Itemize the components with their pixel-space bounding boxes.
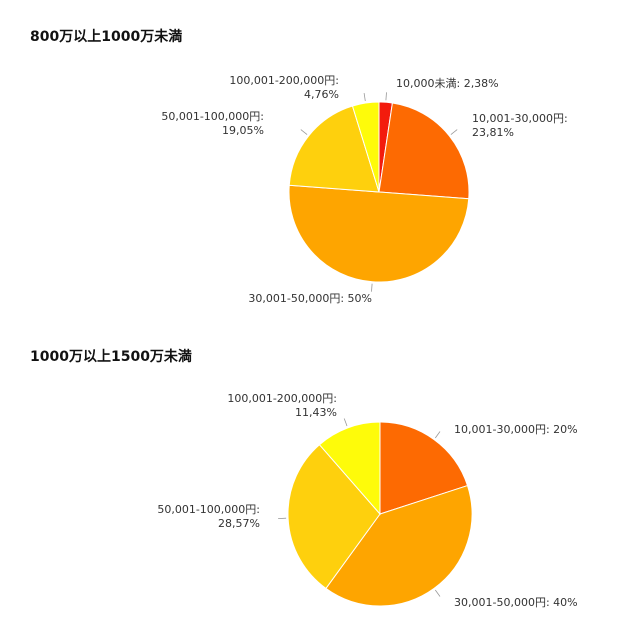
leader-line [343, 418, 348, 427]
slice-label: 100,001-200,000円: 11,43% [227, 392, 337, 419]
pie-slice [288, 184, 470, 283]
pie-chart-800-1000: 800万以上1000万未満 10,000未満: 2,38% 10,001-30,0… [30, 29, 568, 305]
slice-label: 30,001-50,000円: 40% [454, 596, 578, 609]
pie-slice [287, 444, 381, 590]
pie-slice [379, 421, 469, 515]
pie-svg: 10,001-30,000円: 20% 30,001-50,000円: 40% 50… [157, 392, 578, 609]
slice-label: 10,001-30,000円: 20% [454, 423, 578, 436]
slice-label: 10,001-30,000円: 23,81% [472, 112, 568, 139]
leader-line [300, 129, 308, 135]
pie-slice [318, 421, 381, 516]
leader-line [434, 431, 441, 439]
pie-slice [378, 102, 470, 200]
leader-line [385, 92, 387, 101]
chart-title: 1000万以上1500万未満 [30, 349, 192, 365]
slice-label: 50,001-100,000円: 19,05% [161, 110, 264, 137]
pie-svg: 10,000未満: 2,38% 10,001-30,000円: 23,81% 30,0… [161, 74, 568, 305]
pie-chart-1000-1500: 1000万以上1500万未満 10,001-30,000円: 20% 30,001… [0, 318, 641, 620]
slice-label: 100,001-200,000円: 4,76% [229, 74, 339, 101]
slice-label: 10,000未満: 2,38% [396, 77, 499, 90]
chart-title: 800万以上1000万未満 [30, 29, 183, 45]
leader-line [434, 589, 441, 597]
leader-line [371, 283, 373, 292]
slice-label: 30,001-50,000円: 50% [248, 292, 372, 305]
leader-line [363, 93, 366, 102]
pie-slice [325, 484, 473, 607]
pie-slice [288, 105, 380, 193]
slice-label: 50,001-100,000円: 28,57% [157, 503, 260, 530]
pie-slice [351, 101, 380, 193]
leader-line [450, 129, 458, 135]
